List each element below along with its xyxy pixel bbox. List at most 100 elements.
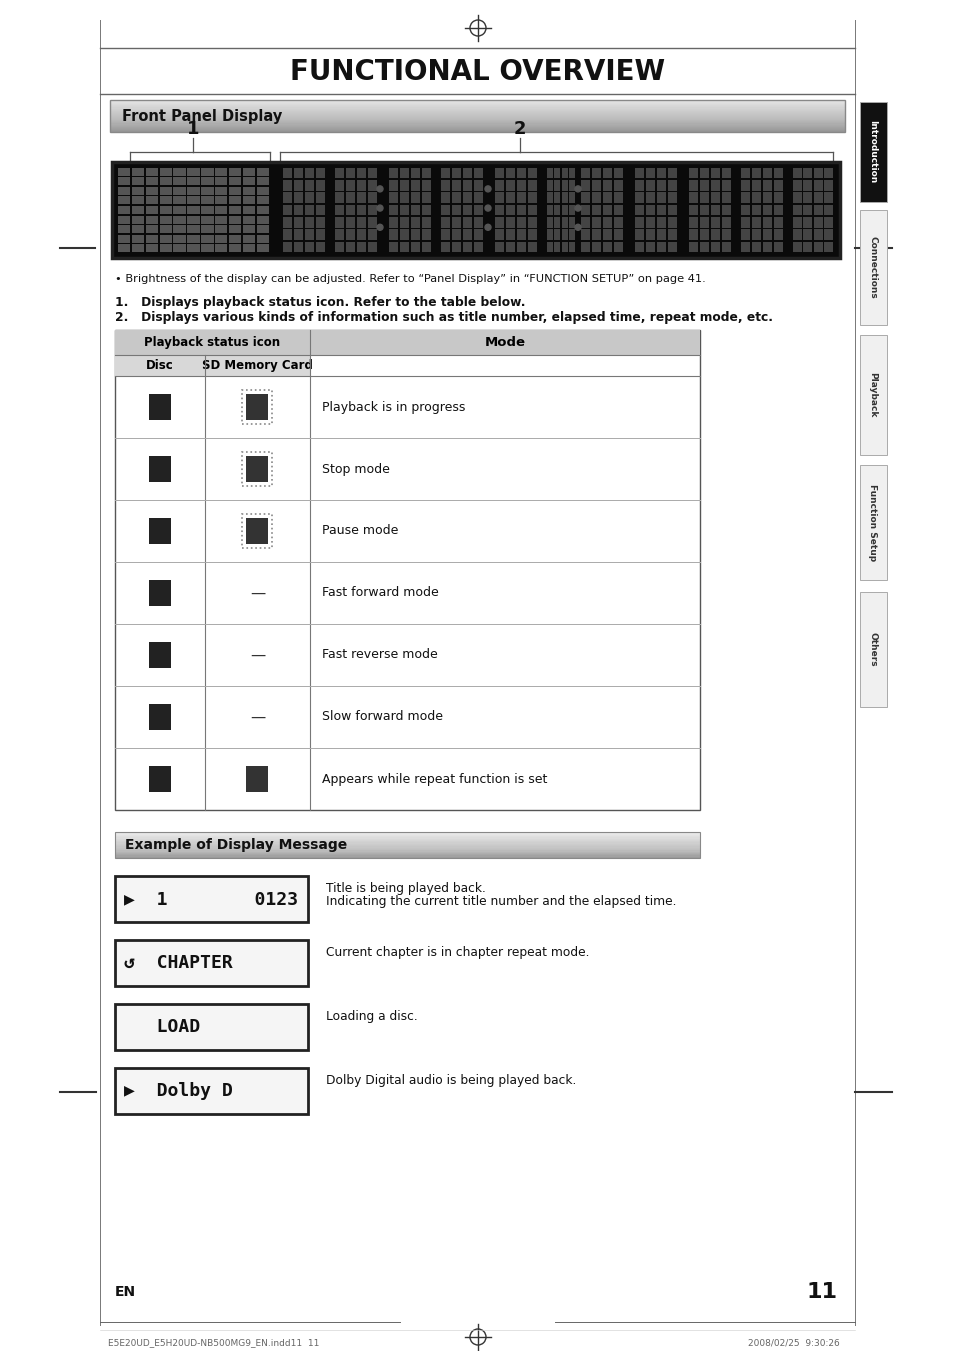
Bar [335, 168, 344, 178]
Bar [613, 180, 622, 190]
Bar [495, 218, 504, 227]
Bar [495, 192, 504, 203]
Bar [201, 245, 213, 253]
Bar [304, 218, 314, 227]
Bar [700, 242, 708, 253]
Bar [246, 517, 268, 544]
Bar [721, 168, 730, 178]
Bar [368, 192, 376, 203]
Bar [256, 205, 269, 213]
Text: FUNCTIONAL OVERVIEW: FUNCTIONAL OVERVIEW [290, 58, 665, 86]
Bar [792, 230, 801, 240]
Text: —: — [250, 709, 265, 724]
Bar [115, 355, 205, 376]
Bar [751, 180, 760, 190]
Bar [527, 204, 537, 215]
Bar [634, 242, 643, 253]
Bar [554, 192, 559, 203]
Bar [773, 204, 782, 215]
Bar [527, 242, 537, 253]
Bar [345, 242, 355, 253]
Bar [762, 204, 771, 215]
Bar [256, 226, 269, 234]
Bar [243, 245, 255, 253]
Bar [243, 205, 255, 213]
Bar [561, 230, 567, 240]
Bar [546, 168, 552, 178]
Bar [823, 192, 832, 203]
Bar [187, 196, 199, 204]
Bar [399, 192, 409, 203]
Bar [591, 204, 600, 215]
Bar [440, 242, 450, 253]
Bar [751, 192, 760, 203]
Bar [440, 218, 450, 227]
Bar [751, 242, 760, 253]
Bar [149, 580, 171, 607]
Text: Loading a disc.: Loading a disc. [326, 1011, 417, 1023]
Bar [205, 355, 310, 376]
Bar [613, 230, 622, 240]
Bar [345, 180, 355, 190]
Circle shape [484, 186, 491, 192]
Bar [462, 204, 472, 215]
Bar [813, 218, 821, 227]
Bar [474, 230, 482, 240]
Bar [115, 875, 308, 921]
Bar [117, 235, 130, 243]
Text: Others: Others [867, 632, 877, 667]
Bar [823, 168, 832, 178]
Bar [149, 642, 171, 667]
Bar [173, 216, 186, 223]
Bar [411, 168, 419, 178]
Bar [149, 704, 171, 730]
Bar [688, 180, 698, 190]
Bar [823, 204, 832, 215]
Bar [667, 230, 677, 240]
Text: LOAD: LOAD [124, 1019, 200, 1036]
Bar [773, 218, 782, 227]
Bar [146, 186, 158, 195]
Bar [356, 218, 366, 227]
Bar [242, 513, 273, 549]
Bar [335, 242, 344, 253]
Bar [421, 230, 431, 240]
Bar [505, 204, 515, 215]
Bar [115, 940, 308, 986]
Text: 2008/02/25  9:30:26: 2008/02/25 9:30:26 [747, 1339, 840, 1347]
Bar [667, 204, 677, 215]
Bar [315, 180, 325, 190]
Bar [740, 218, 749, 227]
Bar [149, 457, 171, 482]
Bar [411, 204, 419, 215]
Bar [710, 192, 720, 203]
Bar [411, 192, 419, 203]
Bar [823, 180, 832, 190]
Bar [159, 186, 172, 195]
Text: Fast reverse mode: Fast reverse mode [322, 648, 437, 662]
Bar [452, 230, 460, 240]
Bar [242, 453, 273, 486]
Bar [517, 192, 526, 203]
Bar [688, 204, 698, 215]
Bar [399, 168, 409, 178]
Bar [613, 204, 622, 215]
Text: Example of Display Message: Example of Display Message [125, 838, 347, 852]
Bar [554, 168, 559, 178]
Bar [117, 168, 130, 176]
Bar [802, 192, 811, 203]
Bar [751, 230, 760, 240]
Bar [201, 196, 213, 204]
Bar [132, 216, 144, 223]
Bar [546, 204, 552, 215]
Bar [813, 230, 821, 240]
Bar [474, 218, 482, 227]
Bar [282, 180, 292, 190]
Bar [527, 168, 537, 178]
Bar [243, 186, 255, 195]
Bar [389, 242, 397, 253]
Bar [602, 192, 612, 203]
Circle shape [376, 224, 382, 230]
Bar [517, 218, 526, 227]
Bar [740, 242, 749, 253]
